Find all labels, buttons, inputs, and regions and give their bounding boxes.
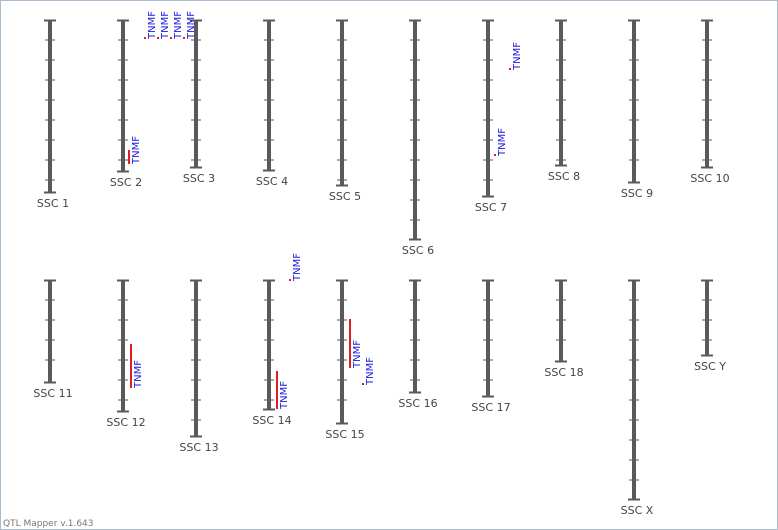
qtl-bar xyxy=(362,383,364,385)
qtl-bar xyxy=(128,150,130,164)
chromosome xyxy=(486,20,490,197)
chromosome xyxy=(413,280,417,393)
qtl-bar xyxy=(157,37,159,39)
chromosome-label: SSC 18 xyxy=(544,366,583,379)
chromosome xyxy=(121,20,125,172)
chromosome xyxy=(194,20,198,168)
chromosome xyxy=(194,280,198,437)
qtl-bar xyxy=(349,319,351,368)
qtl-bar xyxy=(494,154,496,156)
qtl-label: TNMF xyxy=(131,136,142,165)
qtl-label: TNMF xyxy=(160,11,171,40)
chromosome-label: SSC 7 xyxy=(475,201,507,214)
chromosome-label: SSC 14 xyxy=(252,414,291,427)
chromosome xyxy=(486,280,490,397)
qtl-bar xyxy=(289,279,291,281)
chromosome-label: SSC 13 xyxy=(179,441,218,454)
chromosome-label: SSC 2 xyxy=(110,176,142,189)
chromosome xyxy=(632,280,636,500)
chromosome-label: SSC 16 xyxy=(398,397,437,410)
chromosome-label: SSC 4 xyxy=(256,175,288,188)
chromosome xyxy=(413,20,417,240)
chromosome-label: SSC 5 xyxy=(329,190,361,203)
chromosome xyxy=(340,20,344,186)
chromosome xyxy=(340,280,344,424)
chromosome xyxy=(559,280,563,362)
chromosome-label: SSC 1 xyxy=(37,197,69,210)
qtl-label: TNMF xyxy=(173,11,184,40)
qtl-bar xyxy=(170,37,172,39)
qtl-label: TNMF xyxy=(365,357,376,386)
qtl-label: TNMF xyxy=(292,253,303,282)
chromosome xyxy=(48,20,52,193)
qtl-label: TNMF xyxy=(186,11,197,40)
qtl-bar xyxy=(276,371,278,409)
chromosome-label: SSC X xyxy=(621,504,654,517)
chromosome xyxy=(121,280,125,412)
qtl-bar xyxy=(509,68,511,70)
qtl-label: TNMF xyxy=(279,381,290,410)
qtl-bar xyxy=(144,37,146,39)
chromosome-label: SSC 12 xyxy=(106,416,145,429)
chromosome-label: SSC 6 xyxy=(402,244,434,257)
qtl-label: TNMF xyxy=(133,360,144,389)
chromosome xyxy=(705,280,709,356)
chromosome-label: SSC 17 xyxy=(471,401,510,414)
chromosome-label: SSC 10 xyxy=(690,172,729,185)
chromosome xyxy=(705,20,709,168)
footer: QTL Mapper v.1.643 xyxy=(3,519,94,529)
qtl-label: TNMF xyxy=(512,42,523,71)
chromosome-label: SSC 15 xyxy=(325,428,364,441)
qtl-label: TNMF xyxy=(147,11,158,40)
qtl-bar xyxy=(130,344,132,388)
chromosome-label: SSC Y xyxy=(694,360,726,373)
chromosome-label: SSC 9 xyxy=(621,187,653,200)
qtl-label: TNMF xyxy=(497,128,508,157)
chromosome xyxy=(559,20,563,166)
chromosome xyxy=(48,280,52,383)
chromosome xyxy=(267,20,271,171)
chromosome-label: SSC 8 xyxy=(548,170,580,183)
chromosome-label: SSC 3 xyxy=(183,172,215,185)
chromosome xyxy=(267,280,271,410)
qtl-label: TNMF xyxy=(352,340,363,369)
qtl-bar xyxy=(183,37,185,39)
chromosome xyxy=(632,20,636,183)
chromosome-label: SSC 11 xyxy=(33,387,72,400)
